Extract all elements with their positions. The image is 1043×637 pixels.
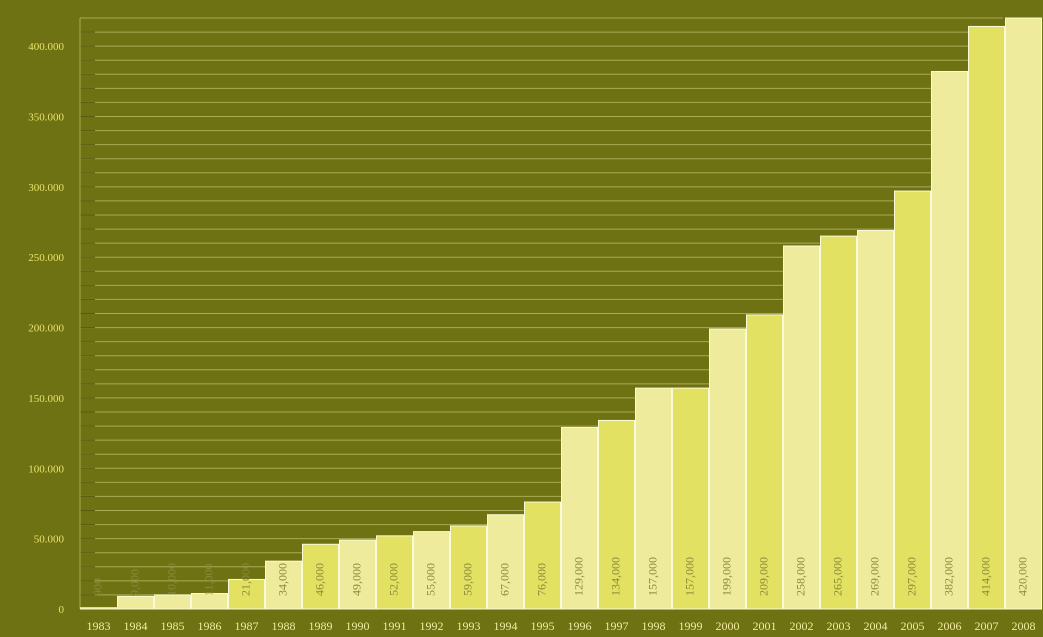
bar: [672, 387, 709, 610]
y-tick-label: 0: [59, 604, 65, 616]
x-tick-label: 1999: [679, 619, 703, 632]
bar-value-label: 55,000: [424, 563, 438, 596]
y-tick-label: 250.000: [28, 252, 64, 264]
bar: [524, 501, 561, 610]
y-tick-label: 200.000: [28, 323, 64, 335]
bar: [413, 531, 450, 610]
bar-value-label: 157,000: [683, 557, 697, 596]
bar-value-label: 67,000: [498, 563, 512, 596]
bar: [894, 190, 931, 610]
y-tick-label: 400.000: [28, 41, 64, 53]
bar: [191, 593, 228, 610]
y-tick-label: 50.000: [34, 534, 65, 546]
bar-value-label: 209,000: [757, 557, 771, 596]
y-tick-label: 300.000: [28, 182, 64, 194]
x-tick-label: 1996: [568, 619, 592, 632]
bar-value-label: 129,000: [572, 557, 586, 596]
bar-value-label: 297,000: [905, 557, 919, 596]
x-tick-label: 1988: [272, 619, 296, 632]
y-tick-label: 150.000: [28, 393, 64, 405]
x-tick-label: 1998: [642, 619, 666, 632]
x-tick-label: 2005: [901, 619, 925, 632]
x-tick-label: 1993: [457, 619, 481, 632]
x-tick-label: 1983: [87, 619, 111, 632]
bar-value-label: 414,000: [979, 557, 993, 596]
bar-value-label: 134,000: [609, 557, 623, 596]
bar: [450, 525, 487, 610]
x-tick-label: 1995: [531, 619, 555, 632]
x-tick-label: 1990: [346, 619, 370, 632]
x-tick-label: 1994: [494, 619, 518, 632]
bar: [487, 514, 524, 610]
x-axis-ticks: 1983 1984 1985 1986 1987 1988 1989 1990 1991 1992…: [87, 619, 1036, 633]
bar-value-label: 10,000: [165, 563, 179, 596]
x-tick-label: 1989: [309, 619, 333, 632]
bar: [746, 314, 783, 610]
bar: [265, 560, 302, 610]
bar: [857, 229, 894, 610]
x-tick-label: 2001: [753, 619, 777, 632]
bar-value-label: 59,000: [461, 563, 475, 596]
bar-value-label: 269,000: [868, 557, 882, 596]
bar: [117, 595, 154, 610]
bar-value-label: 49,000: [350, 563, 364, 596]
bar: [561, 426, 598, 610]
bar-value-label: 76,000: [535, 563, 549, 596]
bar-value-label: 46,000: [313, 563, 327, 596]
bar-value-label: 420,000: [1016, 557, 1030, 596]
y-tick-label: 350.000: [28, 112, 64, 124]
bar-value-label: 382,000: [942, 557, 956, 596]
x-tick-label: 1991: [383, 619, 407, 632]
bar: [820, 235, 857, 610]
x-tick-label: 2002: [790, 619, 814, 632]
bar: [339, 539, 376, 610]
bar-value-label: 265,000: [831, 557, 845, 596]
bar: [302, 543, 339, 610]
bar: [635, 387, 672, 610]
bar-value-label: 900: [91, 578, 105, 596]
bar-value-label: 34,000: [276, 563, 290, 596]
x-tick-label: 2000: [716, 619, 740, 632]
bar-value-label: 157,000: [646, 557, 660, 596]
bar: [80, 607, 117, 610]
x-tick-label: 1997: [605, 619, 629, 632]
bar: [376, 535, 413, 610]
x-tick-label: 1987: [235, 619, 259, 632]
bar: [968, 25, 1005, 610]
bar-value-label: 199,000: [720, 557, 734, 596]
x-tick-label: 1986: [198, 619, 222, 632]
bar-value-label: 258,000: [794, 557, 808, 596]
x-tick-label: 1992: [420, 619, 444, 632]
bar: [931, 70, 968, 610]
bar-value-label: 9,000: [128, 569, 142, 596]
data-labels: 900 9,000 10,000 11,000 21,000 34,000 46,000 49…: [91, 557, 1030, 596]
x-tick-label: 2007: [975, 619, 999, 632]
bar: [783, 245, 820, 610]
bar-value-label: 11,000: [202, 563, 216, 596]
bar: [228, 578, 265, 610]
x-tick-label: 2003: [827, 619, 851, 632]
x-tick-label: 2006: [938, 619, 962, 632]
y-axis-ticks: 0 50.000 100.000 150.000 200.000 250.000 300.0…: [28, 41, 64, 616]
x-tick-label: 2004: [864, 619, 888, 632]
bars: [80, 17, 1042, 610]
bar: [1005, 17, 1042, 610]
x-tick-label: 1984: [124, 619, 148, 632]
bar-value-label: 21,000: [239, 563, 253, 596]
x-tick-label: 2008: [1012, 619, 1036, 632]
bar: [709, 328, 746, 610]
bar: [154, 594, 191, 610]
y-tick-label: 100.000: [28, 463, 64, 475]
bar-value-label: 52,000: [387, 563, 401, 596]
x-tick-label: 1985: [161, 619, 185, 632]
bar: [598, 419, 635, 610]
